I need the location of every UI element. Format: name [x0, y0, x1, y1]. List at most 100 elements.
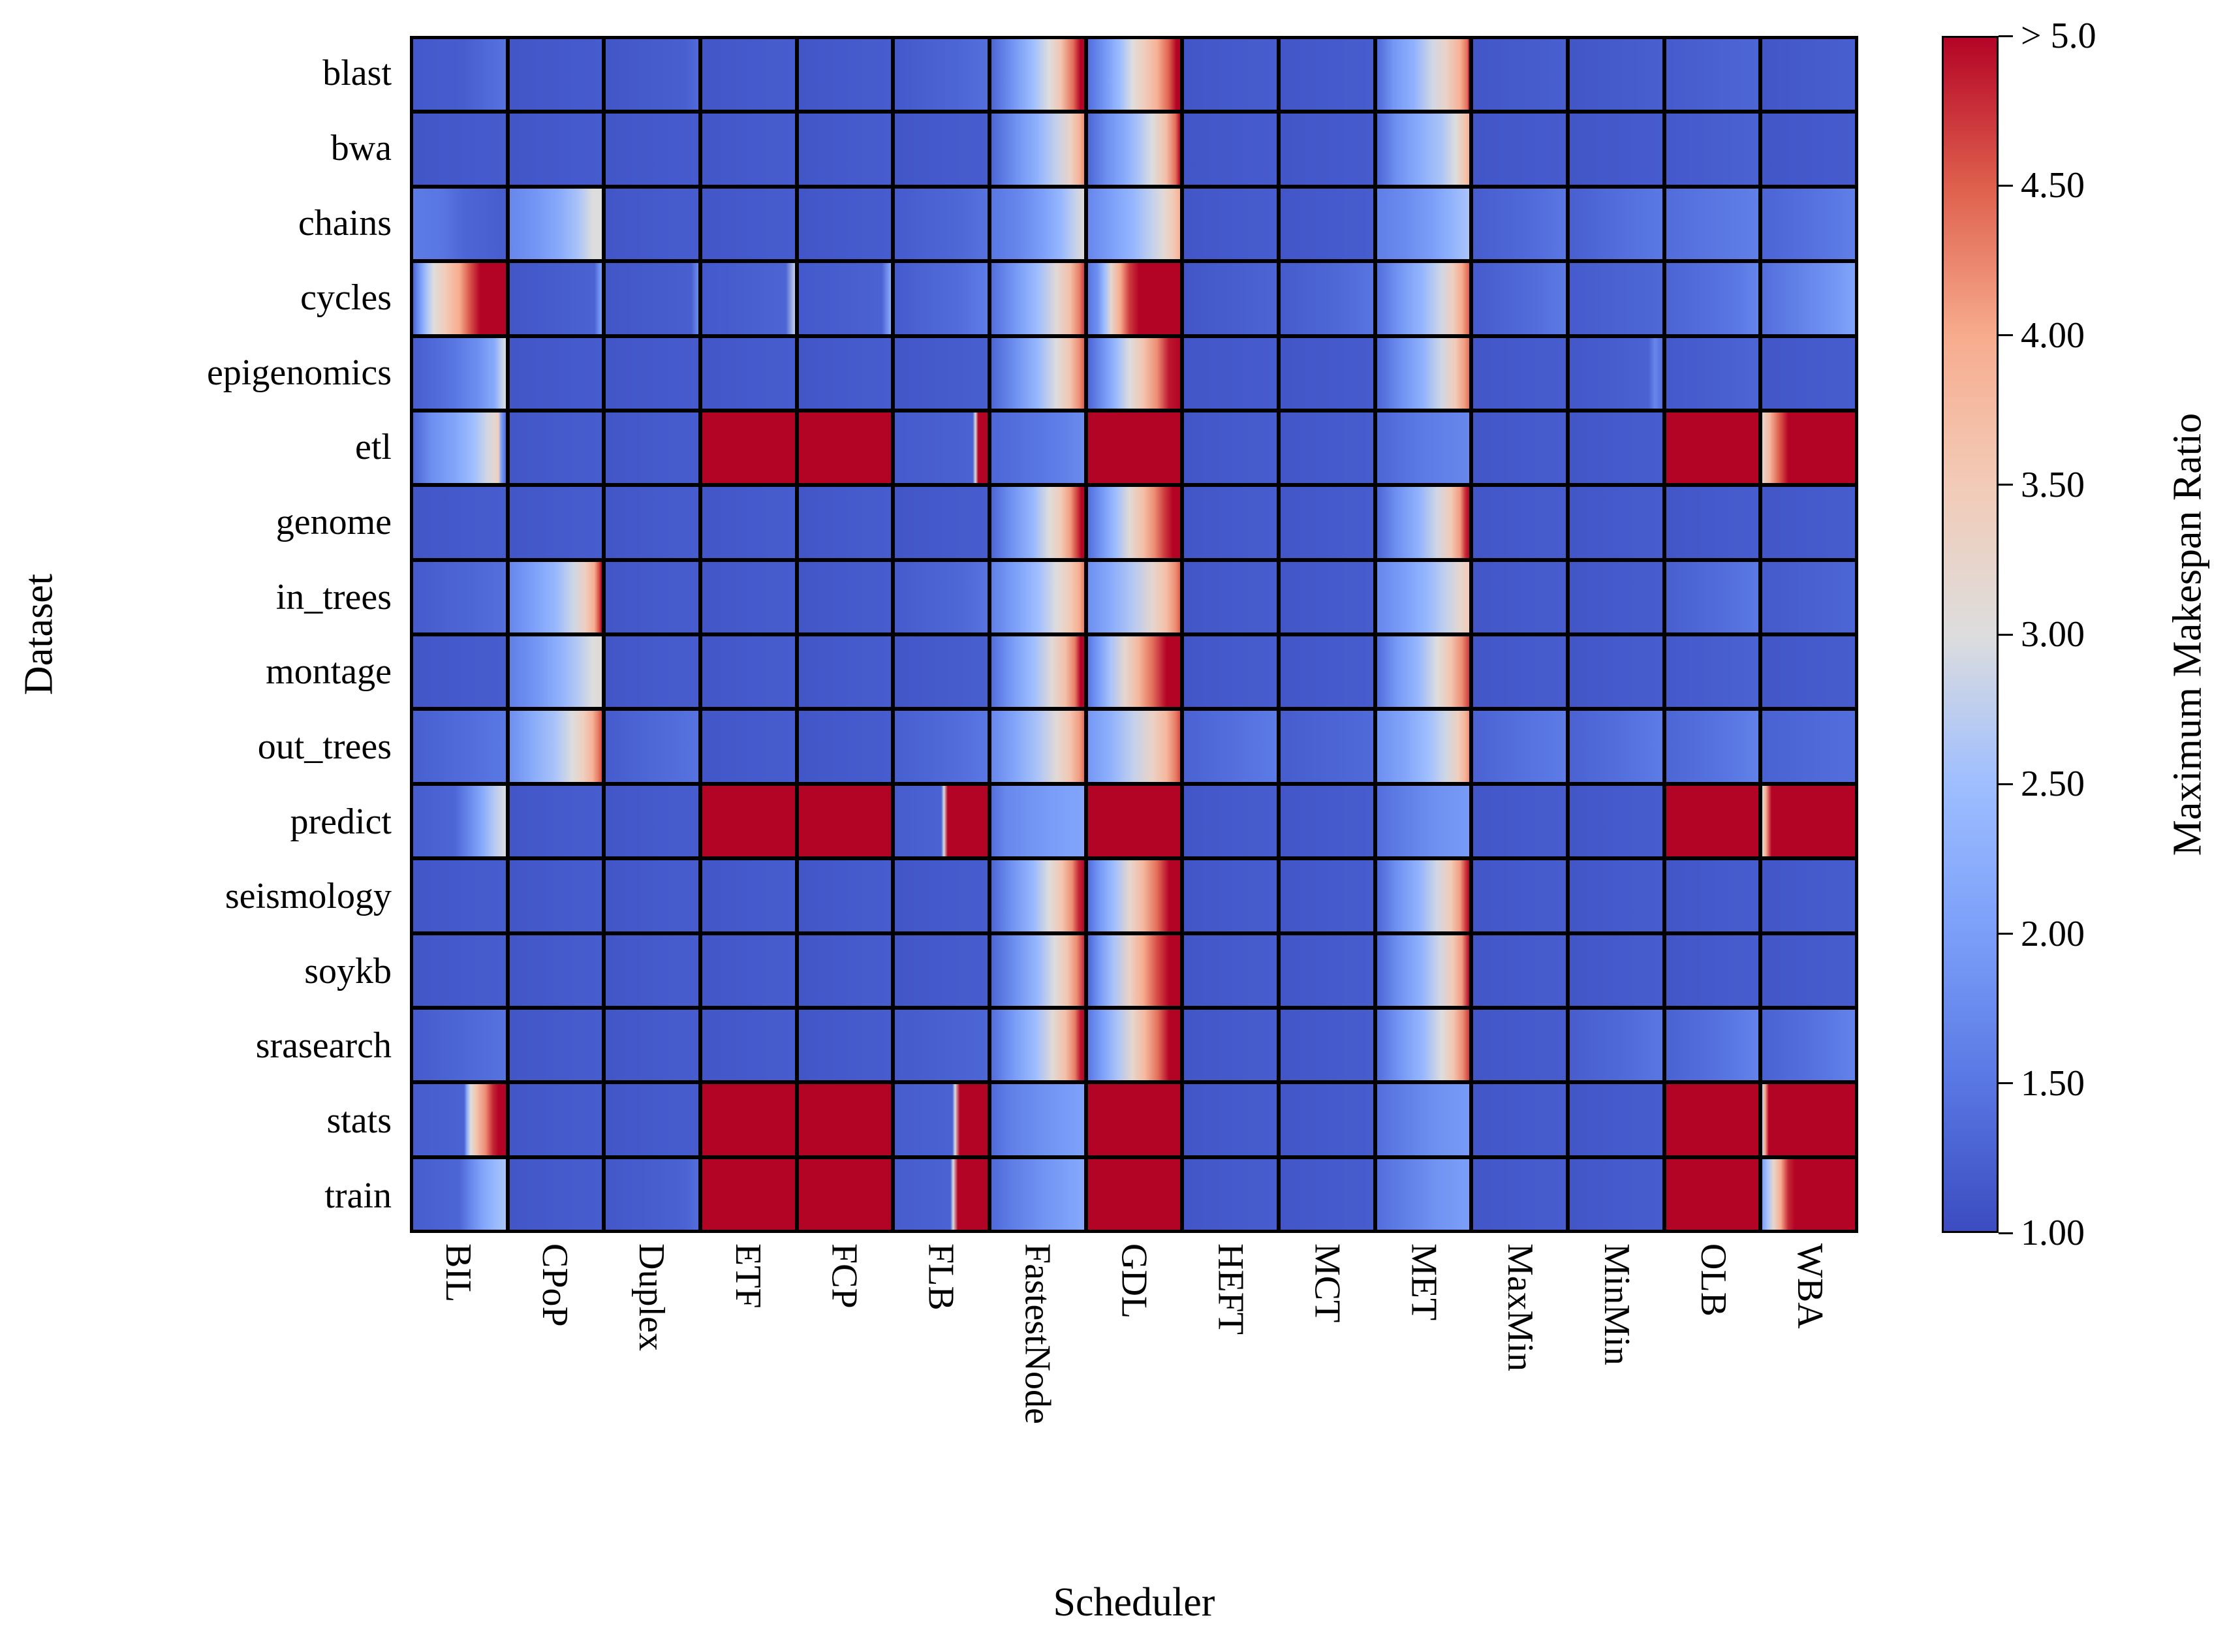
heatmap-cell-train-FCP	[798, 1159, 892, 1230]
x-tick-label-ETF: ETF	[727, 1243, 768, 1309]
heatmap-cell-chains-CPoP	[509, 188, 602, 260]
colorbar-tick-mark	[1999, 334, 2013, 336]
y-tick-label-montage: montage	[266, 651, 392, 693]
heatmap-cell-out_trees-ETF	[702, 711, 795, 782]
heatmap-cell-etl-MCT	[1281, 412, 1373, 484]
heatmap-cell-srasearch-WBA	[1762, 1009, 1855, 1081]
heatmap-cell-out_trees-FastestNode	[991, 711, 1084, 782]
heatmap-cell-bwa-BIL	[413, 114, 506, 185]
heatmap-cell-soykb-WBA	[1762, 935, 1855, 1006]
heatmap-cell-bwa-OLB	[1666, 114, 1759, 185]
heatmap-cell-bwa-Duplex	[606, 114, 698, 185]
heatmap-cell-srasearch-MinMin	[1570, 1009, 1662, 1081]
heatmap-cell-predict-CPoP	[509, 785, 602, 857]
heatmap-cell-train-BIL	[413, 1159, 506, 1230]
heatmap-cell-genome-ETF	[702, 487, 795, 558]
heatmap-cell-soykb-OLB	[1666, 935, 1759, 1006]
heatmap-cell-srasearch-GDL	[1087, 1009, 1181, 1081]
heatmap-cell-stats-FCP	[798, 1084, 892, 1155]
heatmap-cell-train-MET	[1377, 1159, 1470, 1230]
heatmap-cell-out_trees-WBA	[1762, 711, 1855, 782]
heatmap-cell-srasearch-OLB	[1666, 1009, 1759, 1081]
heatmap-cell-genome-HEFT	[1184, 487, 1277, 558]
heatmap-cell-epigenomics-FLB	[895, 337, 988, 409]
heatmap-cell-etl-ETF	[702, 412, 795, 484]
heatmap-cell-genome-OLB	[1666, 487, 1759, 558]
heatmap-cell-in_trees-CPoP	[509, 561, 602, 632]
heatmap-cell-out_trees-Duplex	[606, 711, 698, 782]
heatmap-cell-predict-GDL	[1087, 785, 1181, 857]
heatmap-cell-soykb-FLB	[895, 935, 988, 1006]
heatmap-cell-blast-GDL	[1087, 39, 1181, 110]
heatmap-cell-train-FLB	[895, 1159, 988, 1230]
heatmap-cell-seismology-GDL	[1087, 860, 1181, 931]
heatmap-cell-montage-HEFT	[1184, 636, 1277, 708]
y-tick-label-srasearch: srasearch	[255, 1025, 392, 1067]
heatmap-cell-stats-MET	[1377, 1084, 1470, 1155]
heatmap-cell-etl-MinMin	[1570, 412, 1662, 484]
heatmap-cell-stats-BIL	[413, 1084, 506, 1155]
heatmap-cell-epigenomics-MaxMin	[1473, 337, 1566, 409]
colorbar-title: Maximum Makespan Ratio	[2165, 413, 2210, 856]
heatmap-cell-epigenomics-ETF	[702, 337, 795, 409]
heatmap-cell-in_trees-Duplex	[606, 561, 698, 632]
heatmap-cell-srasearch-CPoP	[509, 1009, 602, 1081]
heatmap-cell-predict-MCT	[1281, 785, 1373, 857]
heatmap-cell-blast-MaxMin	[1473, 39, 1566, 110]
x-tick-label-FastestNode: FastestNode	[1017, 1243, 1058, 1424]
heatmap-cell-cycles-Duplex	[606, 263, 698, 334]
heatmap-cell-chains-WBA	[1762, 188, 1855, 260]
heatmap-cell-montage-OLB	[1666, 636, 1759, 708]
x-tick-label-CPoP: CPoP	[534, 1243, 575, 1327]
heatmap-cell-etl-OLB	[1666, 412, 1759, 484]
heatmap-cell-srasearch-FLB	[895, 1009, 988, 1081]
heatmap-cell-blast-Duplex	[606, 39, 698, 110]
y-tick-label-predict: predict	[290, 801, 392, 842]
heatmap-cell-soykb-FCP	[798, 935, 892, 1006]
heatmap-cell-epigenomics-BIL	[413, 337, 506, 409]
heatmap-cell-predict-BIL	[413, 785, 506, 857]
heatmap-cell-stats-FLB	[895, 1084, 988, 1155]
heatmap-cell-in_trees-MCT	[1281, 561, 1373, 632]
colorbar-tick-label: 1.00	[2021, 1213, 2085, 1253]
y-tick-label-stats: stats	[326, 1100, 392, 1142]
heatmap-cell-seismology-FLB	[895, 860, 988, 931]
y-tick-label-in_trees: in_trees	[275, 576, 392, 617]
heatmap-cell-stats-FastestNode	[991, 1084, 1084, 1155]
heatmap-cell-train-MinMin	[1570, 1159, 1662, 1230]
heatmap-cell-train-Duplex	[606, 1159, 698, 1230]
y-tick-label-genome: genome	[275, 502, 392, 543]
heatmap-cell-epigenomics-FCP	[798, 337, 892, 409]
heatmap-cell-montage-MET	[1377, 636, 1470, 708]
heatmap-cell-epigenomics-CPoP	[509, 337, 602, 409]
heatmap-cell-bwa-GDL	[1087, 114, 1181, 185]
heatmap-cell-bwa-ETF	[702, 114, 795, 185]
heatmap-cell-predict-MaxMin	[1473, 785, 1566, 857]
colorbar-tick-label: 3.00	[2021, 614, 2085, 655]
heatmap-cell-srasearch-HEFT	[1184, 1009, 1277, 1081]
x-tick-label-FLB: FLB	[920, 1243, 961, 1311]
heatmap-cell-srasearch-ETF	[702, 1009, 795, 1081]
heatmap-cell-cycles-MET	[1377, 263, 1470, 334]
heatmap-cell-blast-OLB	[1666, 39, 1759, 110]
heatmap-cell-genome-FLB	[895, 487, 988, 558]
heatmap-cell-predict-MinMin	[1570, 785, 1662, 857]
heatmap-cell-seismology-WBA	[1762, 860, 1855, 931]
heatmap-cell-in_trees-HEFT	[1184, 561, 1277, 632]
heatmap-cell-srasearch-BIL	[413, 1009, 506, 1081]
heatmap-cell-chains-HEFT	[1184, 188, 1277, 260]
heatmap-cell-predict-Duplex	[606, 785, 698, 857]
heatmap-cell-blast-FLB	[895, 39, 988, 110]
heatmap-cell-stats-CPoP	[509, 1084, 602, 1155]
colorbar-tick-mark	[1999, 1232, 2013, 1234]
heatmap-cell-cycles-CPoP	[509, 263, 602, 334]
heatmap-cell-train-OLB	[1666, 1159, 1759, 1230]
heatmap-cell-soykb-FastestNode	[991, 935, 1084, 1006]
heatmap-cell-montage-GDL	[1087, 636, 1181, 708]
x-tick-label-OLB: OLB	[1693, 1243, 1734, 1317]
colorbar	[1942, 36, 1999, 1233]
heatmap-cell-montage-MinMin	[1570, 636, 1662, 708]
heatmap-cell-montage-MaxMin	[1473, 636, 1566, 708]
heatmap-cell-blast-MET	[1377, 39, 1470, 110]
heatmap-cell-cycles-ETF	[702, 263, 795, 334]
